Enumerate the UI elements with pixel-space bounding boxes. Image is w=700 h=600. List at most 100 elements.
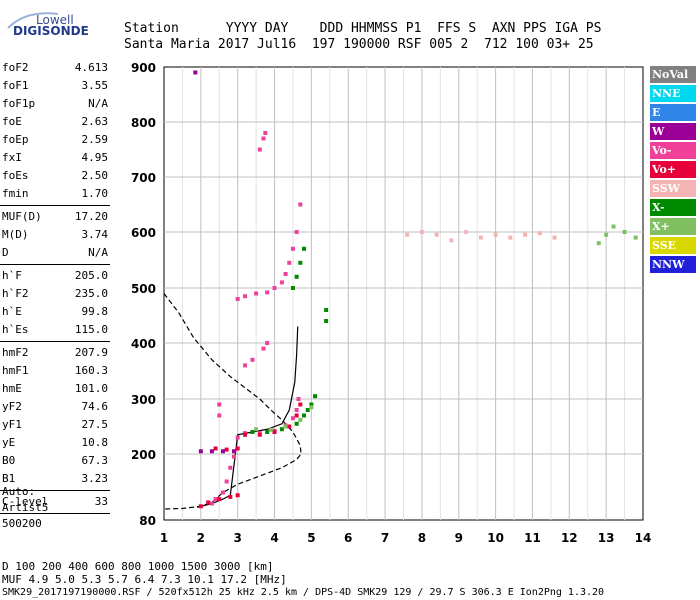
data-point xyxy=(537,231,542,236)
param-row: h`F 205.0 xyxy=(2,268,108,284)
data-point xyxy=(324,308,329,312)
data-point xyxy=(213,497,218,502)
data-point xyxy=(272,430,277,434)
data-point xyxy=(243,363,248,368)
param-value: 3.23 xyxy=(81,472,109,485)
y-tick-label: 200 xyxy=(131,448,156,462)
param-name: h`F xyxy=(2,269,22,282)
param-value: 99.8 xyxy=(81,305,109,318)
data-point xyxy=(265,290,270,295)
auto-label: Auto: xyxy=(2,485,36,498)
data-point xyxy=(228,465,233,470)
data-point xyxy=(294,408,299,412)
data-point xyxy=(294,421,299,426)
data-point xyxy=(523,232,528,237)
data-point xyxy=(419,230,424,234)
data-point xyxy=(324,319,329,323)
param-value: 160.3 xyxy=(74,364,108,377)
x-tick-label: 1 xyxy=(160,531,168,545)
param-value: 4.613 xyxy=(74,61,108,74)
data-point xyxy=(434,232,439,237)
digisonde-logo xyxy=(7,12,59,29)
legend-item: SSE xyxy=(650,237,696,254)
data-point xyxy=(302,413,307,418)
data-point xyxy=(250,430,255,434)
data-point xyxy=(198,504,203,509)
x-tick-label: 14 xyxy=(635,531,652,545)
data-point xyxy=(633,235,638,240)
param-row: yF1 27.5 xyxy=(2,417,108,433)
status-line: SMK29_2017197190000.RSF / 520fx512h 25 k… xyxy=(2,587,605,598)
data-point xyxy=(235,435,240,440)
x-tick-label: 11 xyxy=(524,531,541,545)
data-point xyxy=(263,131,268,135)
data-point xyxy=(596,241,601,246)
data-point xyxy=(254,291,259,296)
param-row: foF2 4.613 xyxy=(2,60,108,76)
data-point xyxy=(449,238,454,243)
data-point xyxy=(294,230,299,234)
param-row: foEs 2.50 xyxy=(2,168,108,184)
param-value: 205.0 xyxy=(74,269,108,282)
data-point xyxy=(611,224,616,229)
param-value: 2.63 xyxy=(81,115,109,128)
data-point xyxy=(464,230,469,234)
param-separator xyxy=(0,264,110,265)
param-name: M(D) xyxy=(2,228,29,241)
y-tick-label: 80 xyxy=(139,514,156,528)
param-value: 33 xyxy=(94,495,108,508)
param-row: D N/A xyxy=(2,245,108,261)
data-point xyxy=(272,286,277,290)
data-point xyxy=(243,432,248,437)
data-point xyxy=(622,230,627,234)
param-name: yF1 xyxy=(2,418,22,431)
param-value: 2.50 xyxy=(81,169,109,182)
x-tick-label: 5 xyxy=(307,531,315,545)
x-tick-label: 4 xyxy=(270,531,278,545)
param-row: foF1 3.55 xyxy=(2,78,108,94)
param-value: 67.3 xyxy=(81,454,109,467)
param-row: foE 2.63 xyxy=(2,114,108,130)
brand-bottom: DIGISONDE xyxy=(13,24,89,38)
data-point xyxy=(287,424,292,429)
param-row: MUF(D) 17.20 xyxy=(2,209,108,225)
param-row: fmin 1.70 xyxy=(2,186,108,202)
data-point xyxy=(235,493,240,498)
param-value: 3.74 xyxy=(81,228,109,241)
data-point xyxy=(313,394,318,399)
param-value: 235.0 xyxy=(74,287,108,300)
param-separator xyxy=(0,341,110,342)
param-row: C-level 33 xyxy=(2,494,108,510)
param-name: foF1 xyxy=(2,79,29,92)
data-point xyxy=(224,479,229,484)
param-name: D xyxy=(2,246,9,259)
data-point xyxy=(206,500,211,505)
data-point xyxy=(228,494,233,499)
param-name: fmin xyxy=(2,187,29,200)
data-point xyxy=(235,446,240,451)
y-tick-label: 700 xyxy=(131,171,156,185)
data-point xyxy=(508,235,513,240)
param-name: h`E xyxy=(2,305,22,318)
data-point xyxy=(287,260,292,265)
data-point xyxy=(250,357,255,362)
data-point xyxy=(290,286,295,290)
x-tick-label: 6 xyxy=(344,531,352,545)
param-row: B0 67.3 xyxy=(2,453,108,469)
legend-item: X- xyxy=(650,199,696,216)
y-tick-label: 500 xyxy=(131,282,156,296)
param-row: h`E 99.8 xyxy=(2,304,108,320)
legend-item: NoVal xyxy=(650,66,696,83)
param-name: B1 xyxy=(2,472,16,485)
param-separator xyxy=(0,513,110,514)
x-tick-label: 3 xyxy=(234,531,242,545)
param-value: 27.5 xyxy=(81,418,109,431)
data-point xyxy=(193,70,198,75)
param-name: foF1p xyxy=(2,97,36,110)
param-row: M(D) 3.74 xyxy=(2,227,108,243)
legend-item: SSW xyxy=(650,180,696,197)
param-name: foEs xyxy=(2,169,29,182)
data-point xyxy=(478,235,483,240)
y-tick-label: 800 xyxy=(131,116,156,130)
